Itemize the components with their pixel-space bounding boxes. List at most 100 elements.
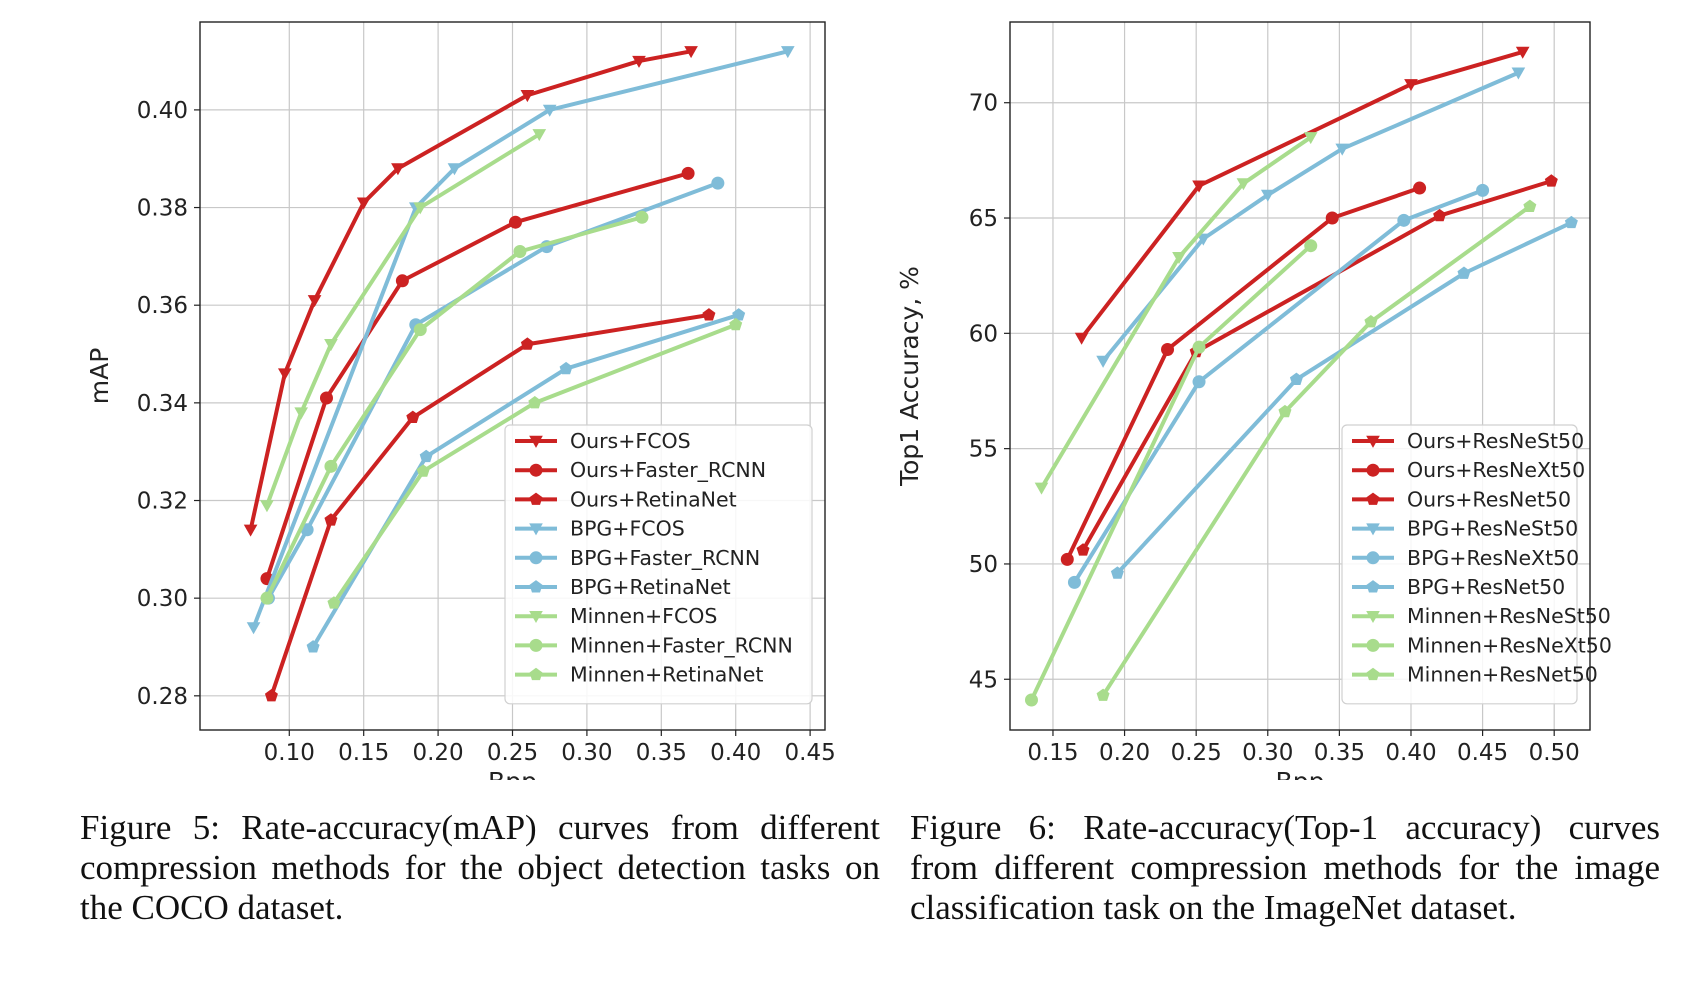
y-axis-label: Top1 Accuracy, % <box>895 266 924 487</box>
data-point <box>324 459 338 473</box>
x-tick-label: 0.40 <box>1385 740 1436 766</box>
legend-label: BPG+Faster_RCNN <box>570 546 760 571</box>
data-point <box>356 197 371 210</box>
legend-marker <box>1366 611 1380 624</box>
y-tick-label: 0.40 <box>137 98 188 124</box>
legend-marker <box>529 551 543 565</box>
series-line-2 <box>1081 179 1554 553</box>
data-point <box>1096 688 1110 701</box>
data-point <box>1192 375 1206 389</box>
data-point <box>702 308 716 321</box>
legend-marker <box>529 492 543 505</box>
data-point <box>508 215 522 229</box>
legend-marker <box>1366 551 1380 565</box>
data-point <box>681 166 695 180</box>
data-point <box>684 46 698 59</box>
legend-label: Ours+ResNet50 <box>1407 487 1571 511</box>
data-point <box>1060 552 1074 566</box>
data-point <box>780 46 795 59</box>
y-tick-label: 0.32 <box>137 489 188 515</box>
legend-box <box>504 424 813 705</box>
y-tick-label: 0.28 <box>137 684 188 710</box>
data-point <box>413 323 427 337</box>
x-tick-label: 0.50 <box>1529 740 1580 766</box>
data-point <box>306 640 320 653</box>
data-point <box>1304 239 1318 253</box>
y-tick-label: 0.36 <box>137 293 188 319</box>
y-tick-label: 70 <box>969 91 998 117</box>
plot-frame <box>199 21 826 731</box>
data-point <box>324 513 338 526</box>
data-point <box>419 449 433 463</box>
data-point <box>395 274 409 288</box>
data-point <box>1564 215 1578 229</box>
legend-label: BPG+FCOS <box>570 517 685 541</box>
data-point <box>1515 46 1530 59</box>
data-point <box>632 55 646 68</box>
legend-label: Minnen+FCOS <box>570 604 717 628</box>
data-point <box>532 129 547 142</box>
data-point <box>520 90 535 103</box>
x-tick-label: 0.45 <box>785 740 836 766</box>
legend-marker <box>1366 435 1380 448</box>
data-point <box>1511 67 1526 80</box>
data-point <box>732 308 746 321</box>
data-point <box>1172 252 1186 265</box>
data-point <box>391 163 405 176</box>
series-line-3 <box>1101 70 1521 364</box>
data-point <box>1067 575 1081 589</box>
legend-marker <box>529 435 543 448</box>
legend-marker <box>1366 523 1380 536</box>
data-point <box>260 591 274 605</box>
data-point <box>1303 132 1318 145</box>
legend-label: Minnen+Faster_RCNN <box>570 633 793 658</box>
data-point <box>1192 180 1206 193</box>
data-point <box>294 407 309 420</box>
series-line-1 <box>1065 186 1422 562</box>
data-point <box>1397 213 1411 227</box>
x-tick-label: 0.45 <box>1457 740 1508 766</box>
x-tick-label: 0.10 <box>264 740 315 766</box>
data-point <box>246 622 261 635</box>
y-tick-label: 0.34 <box>137 391 188 417</box>
data-point <box>1110 566 1124 579</box>
data-point <box>243 524 258 537</box>
x-tick-label: 0.35 <box>1314 740 1365 766</box>
x-tick-label: 0.40 <box>710 740 761 766</box>
series-line-8 <box>331 322 738 606</box>
data-point <box>447 163 462 176</box>
x-tick-label: 0.25 <box>1171 740 1222 766</box>
data-point <box>513 244 527 258</box>
data-point <box>1196 233 1211 246</box>
data-point <box>1236 178 1251 191</box>
legend-marker <box>1366 667 1380 681</box>
data-point <box>1161 342 1175 356</box>
data-point <box>559 361 573 375</box>
y-tick-label: 60 <box>969 321 998 347</box>
legend-marker <box>1366 463 1380 477</box>
legend-label: Minnen+ResNeSt50 <box>1407 604 1611 628</box>
series-line-8 <box>1101 204 1532 698</box>
data-point <box>264 688 278 702</box>
y-tick-label: 55 <box>969 437 998 463</box>
data-point <box>1476 183 1490 197</box>
data-point <box>1034 482 1049 495</box>
x-tick-label: 0.25 <box>487 740 538 766</box>
series-line-0 <box>248 49 694 532</box>
data-point <box>1024 693 1038 707</box>
legend-marker <box>1366 638 1380 652</box>
data-point <box>1076 543 1090 556</box>
data-point <box>1289 372 1303 385</box>
data-point <box>1433 208 1447 222</box>
legend-marker <box>1366 492 1380 505</box>
data-point <box>1544 174 1558 187</box>
x-tick-label: 0.30 <box>561 740 612 766</box>
x-tick-label: 0.20 <box>1099 740 1150 766</box>
data-point <box>711 176 725 190</box>
figure-5-map-chart: 0.10 0.15 0.20 0.25 0.30 0.35 0.40 0.45 0.28 0.30… <box>85 21 836 780</box>
y-tick-label: 0.30 <box>137 586 188 612</box>
data-point <box>1457 266 1471 279</box>
y-axis-label: mAP <box>85 348 114 405</box>
legend-label: BPG+ResNeXt50 <box>1407 546 1579 570</box>
legend-label: Minnen+ResNet50 <box>1407 663 1598 687</box>
